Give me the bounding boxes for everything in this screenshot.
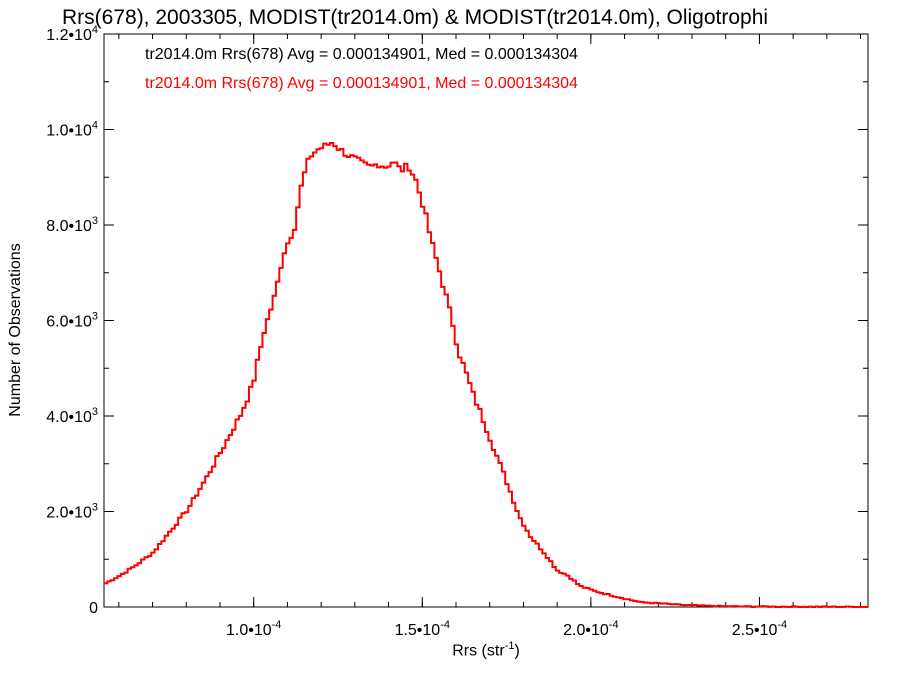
- chart-title: Rrs(678), 2003305, MODIST(tr2014.0m) & M…: [62, 6, 769, 29]
- x-axis-label-exponent: -1: [504, 640, 515, 652]
- y-tick-label: 4.0•103: [46, 406, 98, 426]
- legend-entry-red: tr2014.0m Rrs(678) Avg = 0.000134901, Me…: [145, 75, 578, 92]
- x-axis-label: Rrs (str-1): [452, 640, 520, 660]
- y-tick-label: 2.0•103: [46, 502, 98, 522]
- histogram-series-line: [104, 141, 868, 608]
- x-tick-label: 2.0•10-4: [563, 619, 618, 639]
- legend-entry-black: tr2014.0m Rrs(678) Avg = 0.000134901, Me…: [145, 46, 578, 63]
- plot-frame: [103, 33, 869, 608]
- y-tick-label: 1.0•104: [46, 120, 98, 140]
- x-axis-label-close: ): [514, 642, 520, 660]
- x-tick-label: 1.0•10-4: [226, 619, 281, 639]
- y-axis-ticks: 0 2.0•103 4.0•103 6.0•103 8.0•103 1.0•104 1.2•…: [46, 24, 868, 617]
- x-axis-label-text: Rrs (str: [452, 642, 505, 660]
- x-axis-ticks: 1.0•10-4 1.5•10-4 2.0•10-4 2.5•10-4: [118, 34, 862, 639]
- x-tick-label: 1.5•10-4: [395, 619, 450, 639]
- x-tick-label: 2.5•10-4: [732, 619, 787, 639]
- y-tick-label: 6.0•103: [46, 311, 98, 331]
- y-tick-label: 8.0•103: [46, 215, 98, 235]
- y-axis-label: Number of Observations: [7, 243, 24, 417]
- y-tick-label: 1.2•104: [46, 24, 98, 44]
- y-tick-label: 0: [89, 600, 98, 617]
